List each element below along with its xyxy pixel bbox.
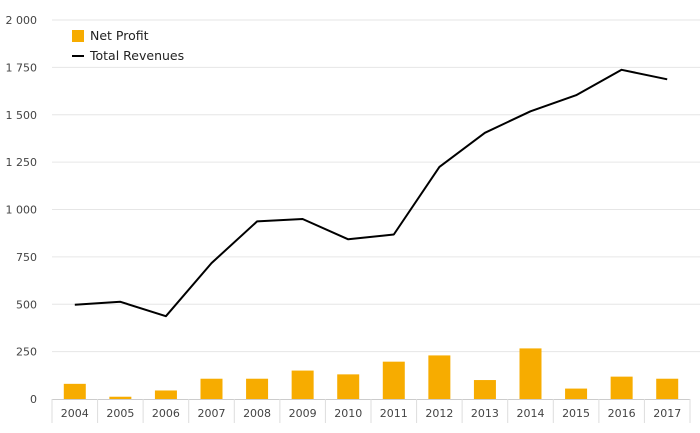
x-tick-label: 2012: [425, 407, 453, 420]
y-tick-label: 2 000: [6, 14, 38, 27]
y-tick-label: 1 500: [6, 109, 38, 122]
line-total-revenues: [74, 68, 668, 318]
bar-net-profit: [382, 361, 405, 399]
x-tick-label: 2006: [152, 407, 180, 420]
legend-swatch-net-profit: [72, 30, 84, 42]
legend-label-total-revenues: Total Revenues: [89, 48, 184, 63]
x-tick-label: 2009: [289, 407, 317, 420]
x-tick-label: 2005: [106, 407, 134, 420]
legend: Net Profit Total Revenues: [72, 28, 184, 63]
bar-net-profit: [337, 374, 360, 399]
x-tick-label: 2013: [471, 407, 499, 420]
y-tick-label: 1 250: [6, 156, 38, 169]
x-tick-label: 2016: [608, 407, 636, 420]
y-axis-tick-labels: 0 250 500 750 1 000 1 250 1 500 1 750 2 000: [6, 14, 38, 406]
y-tick-label: 1 750: [6, 61, 38, 74]
y-tick-label: 1 000: [6, 204, 38, 217]
net-profit-bars: [63, 348, 679, 399]
y-tick-label: 750: [16, 251, 37, 264]
y-tick-label: 500: [16, 298, 37, 311]
x-tick-label: 2015: [562, 407, 590, 420]
x-tick-label: 2011: [380, 407, 408, 420]
bar-net-profit: [291, 370, 314, 399]
x-tick-label: 2017: [653, 407, 681, 420]
bar-net-profit: [154, 390, 177, 399]
bar-net-profit: [519, 348, 542, 399]
x-tick-label: 2010: [334, 407, 362, 420]
x-tick-label: 2014: [517, 407, 545, 420]
bar-net-profit: [63, 383, 86, 399]
bar-net-profit: [109, 396, 132, 399]
bar-net-profit: [565, 388, 588, 399]
y-tick-label: 250: [16, 346, 37, 359]
x-axis: 2004 2005 2006 2007 2008 2009 2010 2011 2012 2013…: [51, 399, 691, 423]
gridlines: [52, 19, 700, 353]
bar-net-profit: [428, 355, 451, 399]
bar-net-profit: [200, 378, 223, 399]
x-tick-label: 2008: [243, 407, 271, 420]
x-tick-label: 2007: [198, 407, 226, 420]
y-tick-label: 0: [30, 393, 37, 406]
bar-net-profit: [610, 376, 633, 399]
total-revenues-line-group: [74, 68, 668, 318]
legend-label-net-profit: Net Profit: [90, 28, 149, 43]
bar-net-profit: [473, 380, 496, 399]
bar-net-profit: [656, 378, 679, 399]
x-tick-label: 2004: [61, 407, 89, 420]
bar-net-profit: [246, 378, 269, 399]
